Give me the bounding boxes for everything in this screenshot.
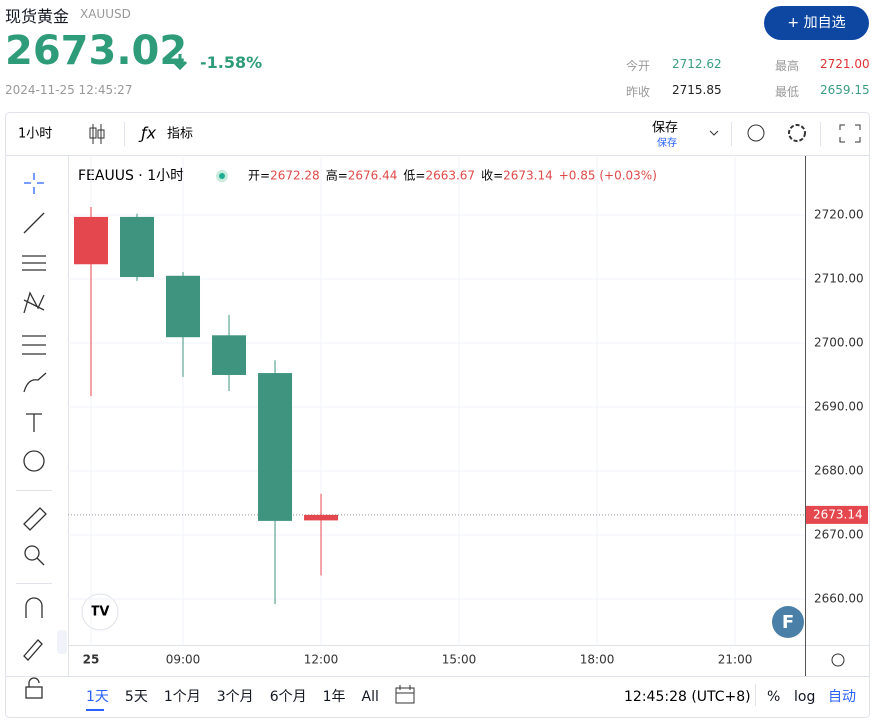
ohlc-value: 2676.44 bbox=[348, 169, 398, 183]
stat-label: 今开 bbox=[626, 59, 651, 73]
indicators[interactable]: 指标 bbox=[167, 127, 193, 142]
title: 现货黄金 bbox=[5, 7, 70, 26]
dropdown[interactable] bbox=[709, 130, 719, 136]
stat-label: 昨收 bbox=[626, 85, 651, 99]
f-badge[interactable] bbox=[772, 606, 804, 638]
x-tick-label: 09:00 bbox=[166, 653, 201, 667]
alert-icon[interactable] bbox=[747, 124, 765, 142]
save-sub: 保存 bbox=[657, 136, 677, 149]
price: 2673.02 bbox=[5, 28, 188, 74]
settings-icon[interactable] bbox=[788, 124, 806, 142]
y-tick-label: 2700.00 bbox=[814, 335, 864, 349]
symbol: XAUUSD bbox=[80, 7, 131, 21]
ohlc-label: 高= bbox=[326, 168, 348, 183]
fullscreen-icon[interactable] bbox=[839, 124, 861, 143]
stat-value: 2659.15 bbox=[820, 83, 870, 97]
fx-icon[interactable]: ƒx bbox=[138, 124, 157, 143]
x-tick-label: 15:00 bbox=[442, 653, 477, 667]
y-tick-label: 2680.00 bbox=[814, 463, 864, 477]
watch-button[interactable]: + 加自选 bbox=[764, 6, 869, 40]
scale-log[interactable]: log bbox=[794, 689, 815, 705]
candle-body bbox=[120, 216, 155, 278]
y-tick-label: 2660.00 bbox=[814, 591, 864, 605]
range-button[interactable]: 5天 bbox=[125, 689, 148, 705]
stat-value: 2721.00 bbox=[820, 57, 870, 71]
range-button[interactable]: 1年 bbox=[323, 689, 346, 705]
stat-value: 2715.85 bbox=[672, 83, 722, 97]
axis-settings[interactable] bbox=[831, 653, 845, 667]
tool-separators bbox=[16, 490, 52, 584]
candle-body bbox=[74, 216, 109, 265]
clock: 12:45:28 (UTC+8) bbox=[624, 689, 751, 705]
status-dot bbox=[219, 173, 225, 179]
stat-value: 2712.62 bbox=[672, 57, 722, 71]
y-tick-label: 2710.00 bbox=[814, 271, 864, 285]
y-tick-label: 2690.00 bbox=[814, 399, 864, 413]
candle-body bbox=[212, 335, 247, 375]
ohlc-value: 2663.67 bbox=[425, 169, 475, 183]
range-button[interactable]: 3个月 bbox=[217, 689, 254, 705]
interval[interactable]: 1小时 bbox=[18, 127, 52, 142]
scale-percent[interactable]: % bbox=[767, 689, 780, 705]
timestamp: 2024-11-25 12:45:27 bbox=[5, 83, 133, 97]
frame bbox=[5, 112, 870, 718]
candle-body bbox=[166, 275, 201, 338]
tv-logo-text: TV bbox=[91, 605, 110, 620]
last-price-tag bbox=[806, 505, 868, 524]
ohlc-value: +0.85 (+0.03%) bbox=[559, 169, 657, 183]
y-tick-label: 2670.00 bbox=[814, 527, 864, 541]
x-tick-label: 12:00 bbox=[304, 653, 339, 667]
range-button[interactable]: 6个月 bbox=[270, 689, 307, 705]
drawing-tools[interactable] bbox=[22, 173, 47, 699]
x-tick-label: 18:00 bbox=[580, 653, 615, 667]
scale-auto[interactable]: 自动 bbox=[828, 689, 856, 705]
ohlc-legend: 开= 2672.28 高= 2676.44 低= 2663.67 收= 2673.14 +0.8… bbox=[248, 168, 657, 183]
down-arrow bbox=[172, 54, 188, 71]
candle-icon[interactable] bbox=[89, 124, 105, 144]
stat-label: 最低 bbox=[775, 85, 800, 99]
collapse-tab[interactable] bbox=[57, 630, 67, 654]
save[interactable]: 保存 bbox=[652, 121, 678, 136]
candle-body bbox=[304, 514, 339, 521]
x-tick-label: 25 bbox=[83, 653, 100, 667]
range-button[interactable]: All bbox=[362, 689, 379, 705]
range-button[interactable]: 1天 bbox=[86, 689, 109, 705]
ohlc-value: 2673.14 bbox=[503, 169, 553, 183]
range-button[interactable]: 1个月 bbox=[164, 689, 201, 705]
stat-label: 最高 bbox=[775, 59, 800, 73]
change: -1.58% bbox=[200, 53, 263, 72]
ohlc-label: 低= bbox=[403, 169, 425, 183]
date-icon[interactable] bbox=[395, 685, 415, 704]
f-badge-text: F bbox=[782, 612, 794, 633]
last-price-label: 2673.14 bbox=[813, 507, 863, 521]
candle-body bbox=[258, 373, 293, 521]
ohlc-label: 开= bbox=[248, 169, 270, 183]
ohlc-label: 收= bbox=[481, 169, 503, 183]
x-tick-label: 21:00 bbox=[718, 653, 753, 667]
y-tick-label: 2720.00 bbox=[814, 207, 864, 221]
ohlc-value: 2672.28 bbox=[270, 169, 320, 183]
legend-symbol: FEAUUS · 1小时 bbox=[78, 168, 184, 184]
